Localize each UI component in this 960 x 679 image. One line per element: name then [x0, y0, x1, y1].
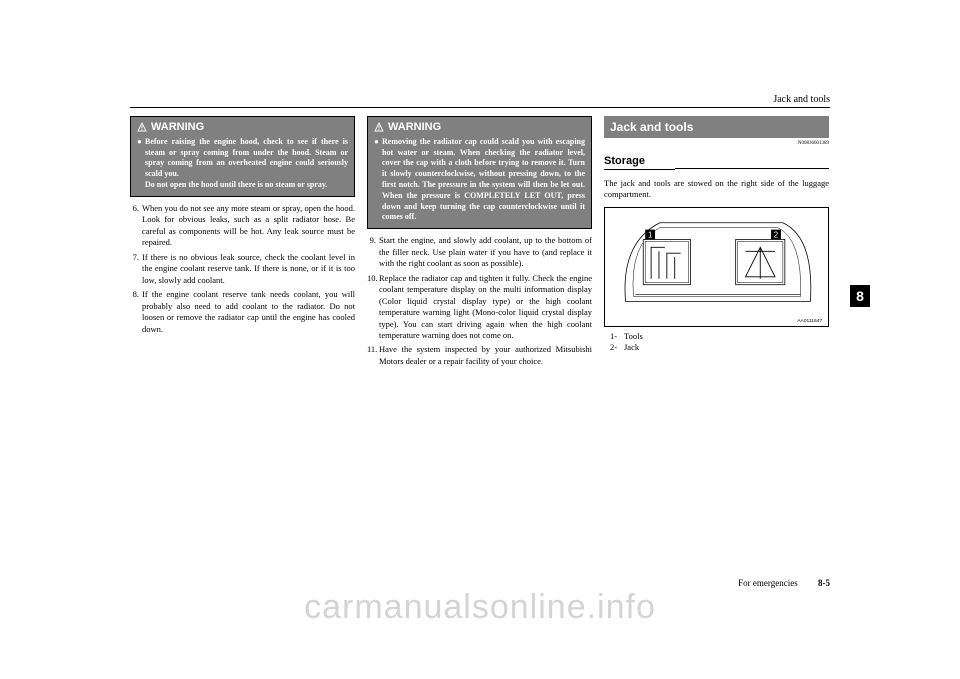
columns: WARNING ● Before raising the engine hood…	[130, 116, 830, 370]
item-number: 7.	[130, 252, 142, 286]
watermark: carmanualsonline.info	[0, 588, 960, 627]
legend-text: Jack	[624, 342, 639, 353]
footer-page: 8-5	[818, 578, 830, 588]
illus-label-1: 1	[648, 230, 652, 239]
section-title-bar: Jack and tools	[604, 116, 829, 138]
item-number: 6.	[130, 203, 142, 249]
warning-text-1a: Before raising the engine hood, check to…	[145, 137, 348, 178]
subheading: Storage	[604, 154, 675, 170]
subhead-row: Storage	[604, 154, 829, 170]
warning-label: WARNING	[388, 120, 441, 135]
illustration-legend: 1-Tools 2-Jack	[604, 331, 829, 354]
running-title: Jack and tools	[773, 94, 830, 105]
page-footer: For emergencies 8-5	[738, 578, 830, 588]
column-3: Jack and tools N00836601389 Storage The …	[604, 116, 829, 370]
legend-num: 1-	[610, 331, 624, 342]
list-item: 10.Replace the radiator cap and tighten …	[367, 273, 592, 342]
list-item: 9.Start the engine, and slowly add coola…	[367, 235, 592, 269]
warning-head: WARNING	[137, 120, 348, 135]
warning-label: WARNING	[151, 120, 204, 135]
item-text: If the engine coolant reserve tank needs…	[142, 289, 355, 335]
legend-text: Tools	[624, 331, 643, 342]
item-text: Have the system inspected by your author…	[379, 344, 592, 367]
warning-triangle-icon	[137, 122, 147, 132]
warning-head: WARNING	[374, 120, 585, 135]
illustration-frame: 1 2 AA0111647	[604, 207, 829, 327]
storage-illustration: 1 2 AA0111647	[605, 208, 828, 326]
column-1: WARNING ● Before raising the engine hood…	[130, 116, 355, 370]
item-text: Start the engine, and slowly add coolant…	[379, 235, 592, 269]
illus-code: AA0111647	[797, 318, 822, 324]
item-number: 11.	[367, 344, 379, 367]
warning-text-2: Removing the radiator cap could scald yo…	[382, 137, 585, 223]
page-header: Jack and tools	[130, 90, 830, 108]
warning-box-1: WARNING ● Before raising the engine hood…	[130, 116, 355, 197]
item-text: When you do not see any more steam or sp…	[142, 203, 355, 249]
list-item: 11.Have the system inspected by your aut…	[367, 344, 592, 367]
warning-body: ● Before raising the engine hood, check …	[137, 137, 348, 191]
body-paragraph: The jack and tools are stowed on the rig…	[604, 178, 829, 201]
warning-body: ● Removing the radiator cap could scald …	[374, 137, 585, 223]
item-number: 10.	[367, 273, 379, 342]
legend-num: 2-	[610, 342, 624, 353]
item-text: If there is no obvious leak source, chec…	[142, 252, 355, 286]
bullet-icon: ●	[137, 137, 145, 191]
bullet-icon: ●	[374, 137, 382, 223]
legend-row: 2-Jack	[610, 342, 829, 353]
warning-box-2: WARNING ● Removing the radiator cap coul…	[367, 116, 592, 229]
illus-label-2: 2	[774, 230, 778, 239]
item-text: Replace the radiator cap and tighten it …	[379, 273, 592, 342]
item-number: 9.	[367, 235, 379, 269]
page: Jack and tools WARNING ● Bef	[130, 90, 830, 590]
warning-text-1b: Do not open the hood until there is no s…	[145, 180, 327, 189]
numbered-list-1: 6.When you do not see any more steam or …	[130, 203, 355, 335]
chapter-tab: 8	[850, 285, 870, 307]
footer-section: For emergencies	[738, 578, 798, 588]
list-item: 7.If there is no obvious leak source, ch…	[130, 252, 355, 286]
list-item: 8.If the engine coolant reserve tank nee…	[130, 289, 355, 335]
column-2: WARNING ● Removing the radiator cap coul…	[367, 116, 592, 370]
list-item: 6.When you do not see any more steam or …	[130, 203, 355, 249]
legend-row: 1-Tools	[610, 331, 829, 342]
item-number: 8.	[130, 289, 142, 335]
document-id: N00836601389	[604, 141, 829, 148]
numbered-list-2: 9.Start the engine, and slowly add coola…	[367, 235, 592, 367]
warning-triangle-icon	[374, 122, 384, 132]
subhead-rule	[675, 161, 829, 169]
